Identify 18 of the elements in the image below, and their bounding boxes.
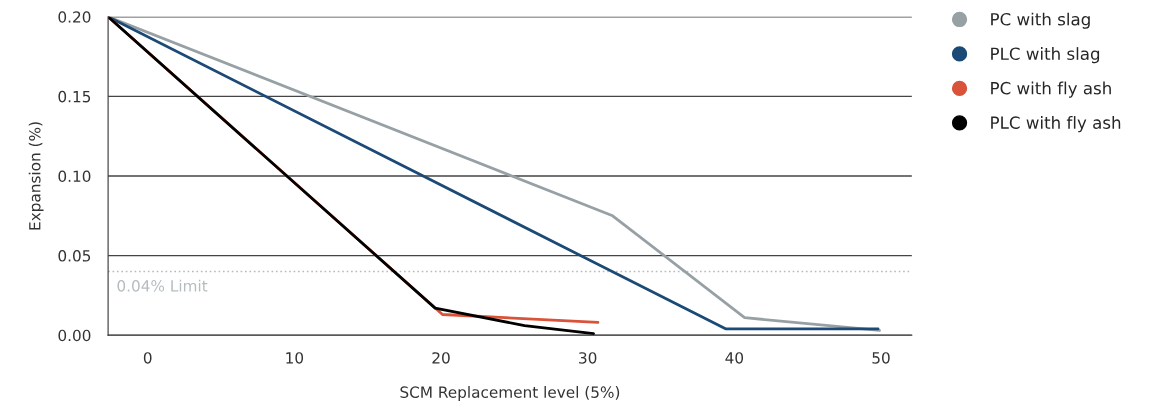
- legend-label: PC with fly ash: [991, 81, 1111, 98]
- x-tick-label: 0: [143, 352, 152, 364]
- ref-line-label: 0.04% Limit: [117, 279, 208, 292]
- legend-label: PC with slag: [991, 12, 1090, 29]
- legend-label: PLC with fly ash: [991, 116, 1121, 133]
- y-tick-label: 0.15: [58, 90, 91, 103]
- legend-label: PLC with slag: [991, 47, 1100, 64]
- y-tick-label: 0.00: [58, 329, 91, 342]
- x-tick-label: 10: [286, 352, 304, 364]
- x-tick-label: 40: [725, 352, 744, 364]
- y-tick-label: 0.20: [58, 11, 91, 23]
- x-tick-label: 30: [579, 352, 597, 364]
- x-tick-label: 50: [872, 352, 890, 364]
- y-tick-label: 0.05: [58, 250, 91, 262]
- y-tick-label: 0.10: [58, 170, 91, 182]
- x-axis-title: SCM Replacement level (5%): [400, 386, 620, 401]
- y-axis-title: Expansion (%): [28, 122, 44, 230]
- x-tick-label: 20: [432, 352, 450, 364]
